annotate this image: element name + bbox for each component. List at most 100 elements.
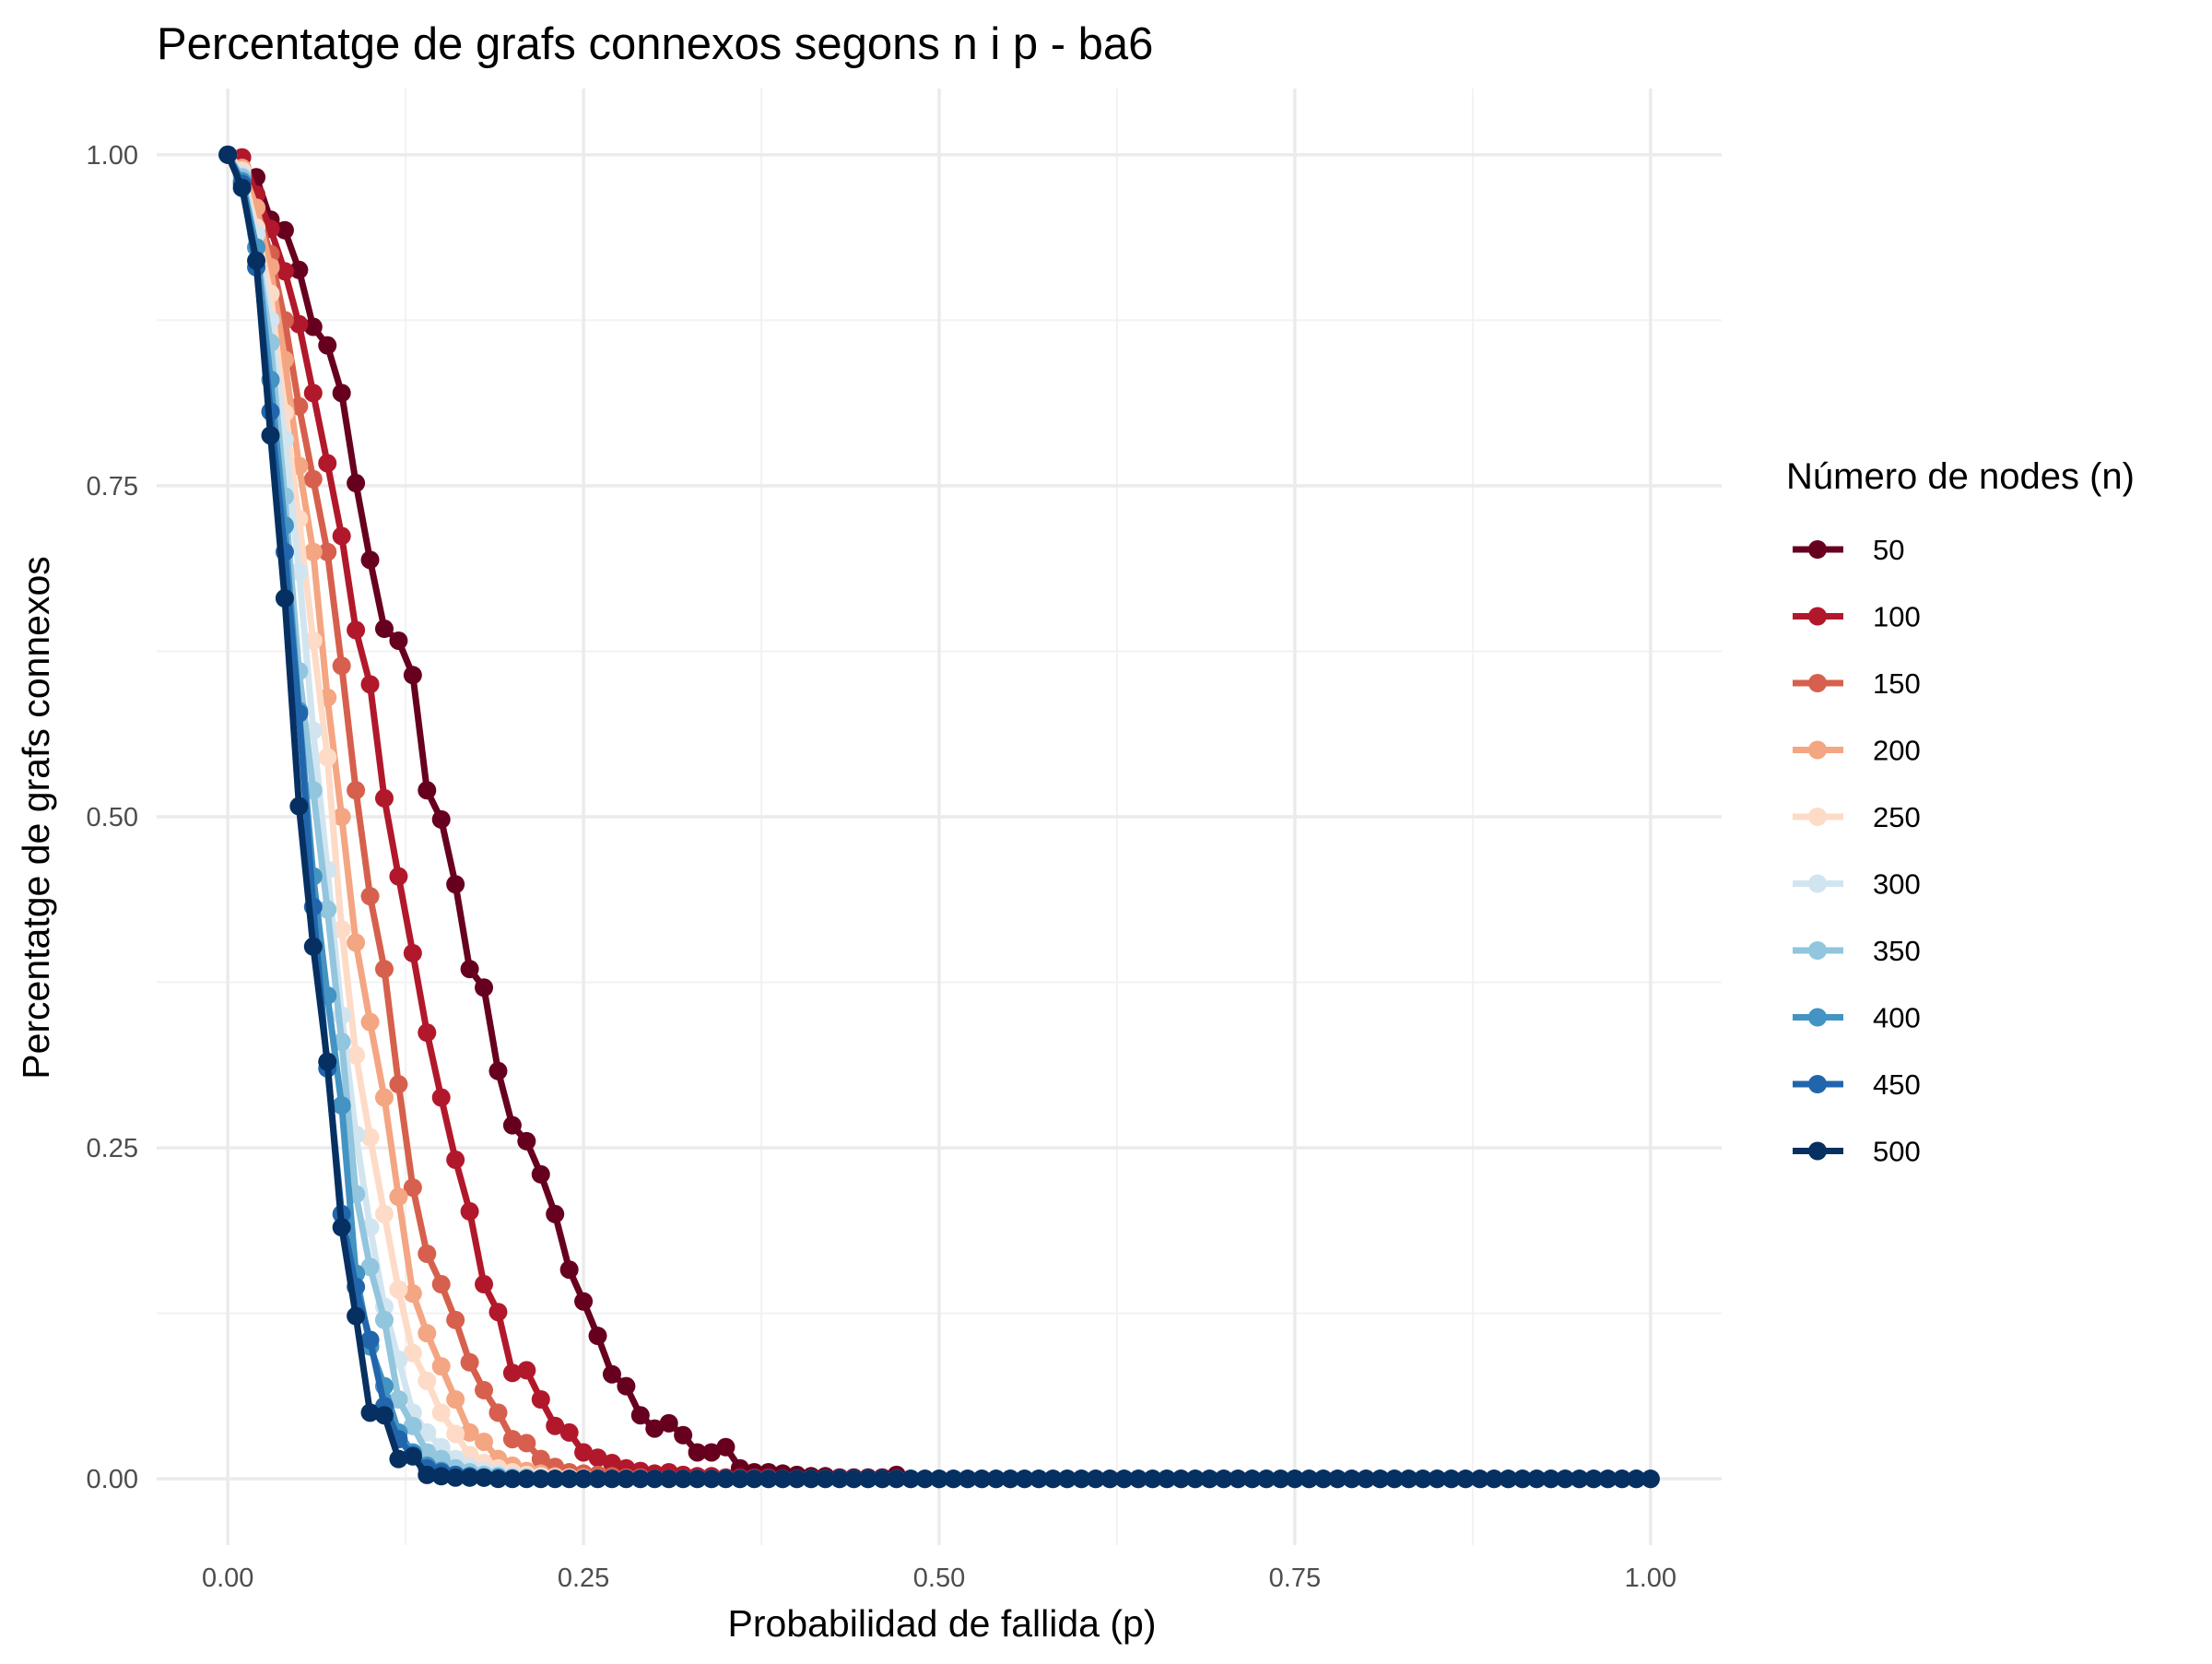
data-point	[303, 937, 323, 956]
data-point	[617, 1376, 636, 1396]
data-point	[1015, 1469, 1034, 1489]
data-point	[289, 260, 309, 279]
data-point	[531, 1164, 550, 1184]
data-point	[418, 1245, 437, 1263]
data-point	[460, 1468, 479, 1487]
data-point	[1157, 1469, 1176, 1489]
data-point	[716, 1437, 735, 1457]
legend-label: 300	[1873, 868, 1921, 901]
data-point	[389, 1390, 408, 1409]
y-tick-label: 0.75	[87, 472, 138, 502]
data-point	[986, 1469, 1006, 1489]
data-point	[460, 960, 479, 979]
data-point	[1357, 1469, 1376, 1489]
data-point	[1641, 1469, 1660, 1489]
data-point	[418, 781, 437, 800]
data-point	[944, 1469, 963, 1489]
data-point	[1413, 1469, 1432, 1489]
data-point	[475, 1275, 494, 1294]
data-point	[347, 781, 366, 800]
data-point	[1570, 1469, 1589, 1489]
data-point	[374, 620, 394, 639]
data-point	[1242, 1469, 1262, 1489]
data-point	[1441, 1469, 1461, 1489]
data-point	[446, 875, 465, 894]
data-point	[502, 1115, 522, 1135]
data-point	[688, 1443, 707, 1462]
data-point	[915, 1469, 935, 1489]
data-point	[332, 1218, 351, 1237]
data-point	[360, 887, 380, 906]
data-point	[389, 1449, 408, 1469]
data-point	[588, 1448, 607, 1468]
data-point	[1100, 1469, 1120, 1489]
data-point	[502, 1363, 522, 1383]
data-point	[232, 178, 252, 197]
data-point	[517, 1131, 536, 1151]
data-point	[546, 1204, 565, 1223]
legend-item-450: 450	[1793, 1068, 1921, 1101]
data-point	[431, 1403, 451, 1422]
legend-key-point	[1808, 540, 1827, 559]
legend-items: 50 100 150 200 250 300 350 400 450 500	[1793, 534, 1921, 1168]
legend-key-point	[1808, 740, 1827, 760]
data-point	[1086, 1469, 1105, 1489]
data-point	[275, 220, 294, 240]
legend: Número de nodes (n) 50 100 150 200 250 300 350…	[1786, 456, 2135, 1168]
data-point	[347, 1045, 366, 1065]
data-point	[360, 1257, 380, 1277]
data-point	[275, 589, 294, 608]
data-point	[332, 526, 351, 546]
x-tick-label: 1.00	[1625, 1564, 1677, 1593]
data-point	[360, 1127, 380, 1147]
legend-key-point	[1808, 1141, 1827, 1161]
data-point	[659, 1413, 678, 1433]
data-point	[873, 1469, 892, 1489]
legend-item-50: 50	[1793, 534, 1904, 566]
data-point	[502, 1430, 522, 1449]
data-point	[446, 1468, 465, 1487]
data-point	[431, 1467, 451, 1486]
legend-item-150: 150	[1793, 667, 1921, 700]
x-tick-label: 0.25	[558, 1564, 609, 1593]
data-point	[901, 1469, 921, 1489]
data-point	[574, 1443, 594, 1462]
data-point	[1313, 1469, 1333, 1489]
data-point	[546, 1416, 565, 1435]
data-point	[1043, 1469, 1063, 1489]
data-point	[374, 960, 394, 979]
data-point	[1114, 1469, 1134, 1489]
legend-item-300: 300	[1793, 868, 1921, 901]
data-point	[488, 1061, 508, 1080]
legend-label: 50	[1873, 534, 1904, 566]
data-point	[702, 1443, 722, 1462]
data-point	[1001, 1469, 1020, 1489]
data-point	[958, 1469, 977, 1489]
legend-key-point	[1808, 941, 1827, 960]
data-point	[517, 1361, 536, 1380]
data-point	[645, 1419, 665, 1438]
data-point	[418, 1371, 437, 1390]
data-point	[431, 809, 451, 829]
x-tick-label: 0.00	[202, 1564, 253, 1593]
data-point	[1627, 1469, 1646, 1489]
y-tick-label: 1.00	[87, 141, 138, 171]
data-point	[389, 1075, 408, 1094]
data-point	[930, 1469, 948, 1489]
data-point	[887, 1469, 906, 1489]
data-point	[261, 426, 280, 445]
data-point	[403, 1416, 422, 1435]
data-point	[360, 675, 380, 694]
data-point	[517, 1469, 536, 1489]
data-point	[716, 1469, 735, 1489]
data-point	[446, 1310, 465, 1329]
data-point	[347, 933, 366, 952]
data-point	[602, 1453, 621, 1472]
data-point	[674, 1469, 693, 1489]
data-point	[360, 1330, 380, 1350]
data-point	[418, 1465, 437, 1484]
data-point	[816, 1469, 835, 1489]
legend-label: 250	[1873, 801, 1921, 833]
data-point	[1598, 1469, 1618, 1489]
